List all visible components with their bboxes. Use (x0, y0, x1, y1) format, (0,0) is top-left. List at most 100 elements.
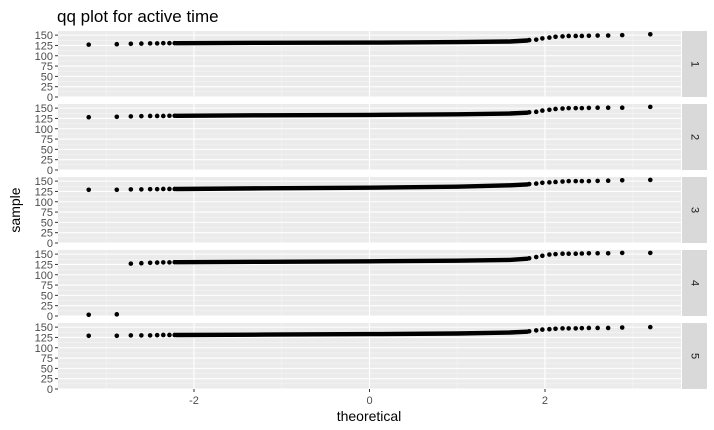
data-point (147, 186, 153, 192)
data-point (139, 260, 144, 266)
data-point (547, 180, 552, 185)
data-point (86, 42, 92, 47)
y-tick-label: 25 (41, 301, 53, 313)
data-point (139, 113, 144, 119)
data-point (553, 251, 558, 257)
data-point (579, 325, 585, 331)
facet-strip-label: 2 (689, 134, 701, 140)
data-point (526, 255, 532, 261)
x-tick-label: 2 (542, 395, 548, 407)
data-point (605, 178, 611, 184)
data-point (586, 178, 592, 184)
data-point (128, 333, 134, 338)
y-tick-label: 75 (41, 61, 53, 73)
y-tick-label: 150 (35, 249, 53, 261)
facet-strip-label: 1 (689, 61, 701, 67)
data-point (154, 113, 160, 119)
y-tick-label: 125 (35, 332, 53, 344)
data-point (167, 113, 172, 119)
data-point (154, 260, 160, 265)
data-point (647, 177, 653, 183)
y-tick-label: 150 (35, 30, 53, 42)
y-tick-label: 0 (47, 165, 53, 177)
y-tick-label: 100 (35, 197, 53, 209)
data-point (595, 33, 600, 38)
data-point (128, 114, 134, 119)
y-tick-label: 0 (47, 238, 53, 250)
dense-sample-points (174, 110, 530, 119)
data-point (86, 187, 92, 193)
data-point (566, 105, 571, 111)
data-point (154, 186, 160, 192)
data-point (553, 326, 558, 332)
data-point (560, 251, 565, 257)
x-axis-title: theoretical (337, 408, 402, 424)
y-tick-label: 50 (41, 363, 53, 375)
data-point (147, 113, 153, 119)
facet-strip-label: 3 (689, 207, 701, 213)
dense-sample-points (174, 256, 530, 265)
data-point (619, 32, 625, 38)
data-point (167, 186, 172, 192)
chart-title: qq plot for active time (57, 7, 219, 26)
data-point (647, 104, 653, 110)
data-point (172, 259, 178, 265)
y-tick-label: 150 (35, 103, 53, 115)
data-point (560, 34, 565, 39)
data-point (139, 187, 144, 192)
data-point (619, 250, 625, 256)
data-point (573, 251, 579, 257)
y-tick-label: 50 (41, 290, 53, 302)
y-tick-label: 125 (35, 259, 53, 271)
data-point (560, 106, 565, 111)
data-point (553, 106, 558, 112)
data-point (566, 178, 571, 184)
data-point (526, 109, 532, 115)
y-tick-label: 50 (41, 144, 53, 156)
y-axis-title: sample (7, 187, 23, 232)
data-point (547, 326, 552, 332)
dense-sample-points (174, 182, 530, 192)
data-point (566, 33, 571, 39)
facet-strip-label: 5 (689, 353, 701, 359)
data-point (566, 251, 571, 257)
data-point (526, 37, 532, 43)
data-point (526, 328, 532, 334)
data-point (619, 178, 625, 183)
y-tick-label: 75 (41, 353, 53, 365)
data-point (579, 105, 585, 111)
y-tick-label: 25 (41, 228, 53, 240)
data-point (128, 187, 134, 192)
data-point (540, 180, 545, 186)
data-point (605, 33, 611, 38)
y-tick-label: 150 (35, 176, 53, 188)
data-point (605, 325, 611, 331)
data-point (172, 113, 178, 119)
dense-sample-points (174, 38, 530, 46)
data-point (547, 35, 552, 40)
data-point (533, 328, 539, 333)
facet-strip (682, 104, 707, 170)
data-point (172, 40, 178, 46)
data-point (167, 332, 172, 338)
data-point (533, 181, 539, 186)
data-point (114, 187, 120, 193)
data-point (553, 179, 558, 185)
x-tick-label: 0 (366, 395, 372, 407)
y-tick-label: 50 (41, 217, 53, 229)
data-point (547, 107, 552, 113)
data-point (540, 327, 545, 332)
y-tick-label: 125 (35, 186, 53, 198)
data-point (540, 108, 545, 113)
x-tick-label: -2 (189, 395, 199, 407)
data-point (160, 186, 166, 192)
data-point (540, 36, 545, 41)
facet-strip (682, 31, 707, 97)
data-point (647, 32, 653, 37)
data-point (566, 326, 571, 331)
y-tick-label: 100 (35, 343, 53, 355)
data-point (172, 332, 178, 338)
